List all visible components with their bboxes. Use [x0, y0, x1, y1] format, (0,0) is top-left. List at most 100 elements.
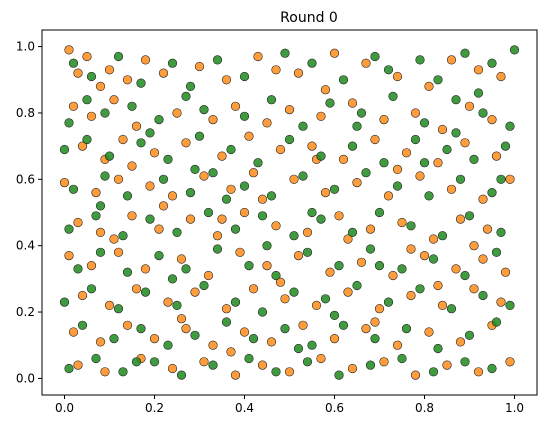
series-0-point-47 [401, 148, 412, 158]
series-1-point-72 [230, 224, 241, 234]
series-0-point-108 [374, 304, 385, 314]
series-1-point-138 [365, 360, 376, 370]
series-1-point-2 [113, 51, 124, 62]
series-1-point-152 [131, 357, 142, 367]
series-0-point-2 [82, 51, 92, 62]
series-0-point-31 [379, 114, 389, 125]
series-1-point-12 [383, 65, 394, 75]
series-0-point-15 [392, 71, 403, 82]
series-0-point-142 [505, 357, 515, 367]
series-0-point-35 [487, 114, 497, 125]
series-1-point-34 [505, 121, 515, 131]
series-0-point-90 [293, 251, 304, 261]
series-0-point-79 [428, 234, 439, 244]
series-0-point-121 [298, 320, 308, 330]
series-1-point-113 [77, 320, 88, 330]
data-points [59, 45, 520, 380]
series-0-point-109 [406, 290, 416, 301]
series-1-point-33 [478, 108, 488, 118]
series-0-point-141 [473, 367, 484, 377]
series-1-point-151 [473, 88, 484, 98]
series-1-point-156 [329, 310, 340, 321]
series-0-point-29 [316, 111, 326, 121]
series-1-point-115 [136, 324, 146, 334]
series-0-point-25 [208, 114, 218, 125]
series-0-point-27 [262, 118, 272, 128]
series-1-point-157 [496, 174, 506, 184]
series-0-point-64 [446, 184, 457, 194]
series-0-point-7 [158, 68, 169, 78]
series-1-point-148 [262, 241, 272, 251]
series-1-point-24 [199, 104, 209, 115]
series-0-point-107 [343, 287, 353, 297]
series-0-point-51 [59, 178, 70, 188]
series-1-point-135 [271, 367, 281, 377]
series-1-point-5 [185, 81, 196, 91]
series-1-point-121 [307, 340, 317, 350]
series-1-point-27 [298, 121, 308, 131]
series-1-point-153 [293, 343, 304, 354]
series-1-point-20 [100, 108, 110, 118]
series-1-point-26 [266, 95, 277, 105]
series-0-point-144 [158, 201, 169, 211]
y-tick-label-3: 0.6 [16, 172, 35, 186]
series-1-point-11 [370, 51, 380, 62]
series-1-point-55 [185, 188, 196, 198]
series-0-point-149 [406, 244, 416, 254]
series-0-point-156 [392, 164, 403, 174]
series-1-point-56 [208, 168, 218, 178]
series-1-point-71 [203, 207, 214, 218]
series-0-point-111 [469, 284, 479, 294]
series-1-point-154 [451, 128, 461, 138]
series-1-point-35 [59, 144, 70, 155]
series-0-point-94 [419, 251, 430, 261]
series-1-point-50 [500, 141, 511, 151]
series-1-point-141 [460, 357, 470, 367]
series-0-point-28 [284, 104, 295, 115]
series-1-point-92 [365, 244, 376, 254]
series-0-point-87 [203, 270, 214, 281]
series-0-point-155 [320, 85, 331, 95]
series-0-point-62 [383, 191, 394, 201]
series-1-point-46 [379, 158, 389, 168]
series-1-point-101 [172, 300, 182, 311]
series-1-point-70 [172, 227, 182, 237]
series-1-point-10 [338, 75, 349, 85]
series-1-point-57 [239, 181, 250, 191]
series-0-point-150 [176, 314, 187, 324]
series-1-point-96 [491, 247, 502, 257]
series-0-point-24 [172, 108, 182, 118]
series-0-point-20 [68, 101, 79, 111]
series-0-point-157 [469, 241, 479, 251]
x-tick-label-4: 0.8 [415, 401, 434, 415]
series-0-point-96 [478, 254, 488, 264]
series-1-point-87 [212, 244, 223, 254]
series-1-point-131 [149, 357, 160, 367]
series-0-point-68 [95, 227, 106, 237]
axes: 0.0 0.2 0.4 0.6 0.8 1.0 0.0 0.2 0.4 0.6 0.8 1.0 [16, 40, 524, 415]
series-0-point-83 [86, 261, 97, 271]
series-0-point-101 [163, 297, 173, 307]
series-0-point-58 [257, 194, 268, 204]
series-1-point-110 [446, 304, 457, 314]
series-1-point-147 [419, 158, 430, 168]
series-0-point-114 [95, 337, 106, 347]
series-1-point-16 [487, 58, 497, 68]
series-0-point-18 [473, 65, 484, 75]
series-1-point-104 [257, 307, 268, 317]
series-1-point-120 [280, 324, 290, 334]
series-1-point-117 [190, 330, 200, 340]
plot-frame [41, 29, 538, 396]
series-0-point-100 [131, 284, 142, 294]
series-1-point-79 [437, 231, 448, 241]
series-0-point-71 [185, 214, 196, 224]
series-0-point-38 [118, 134, 128, 145]
series-1-point-68 [118, 231, 128, 241]
series-1-point-60 [329, 184, 340, 194]
series-0-point-75 [302, 227, 313, 237]
series-0-point-26 [230, 101, 241, 111]
series-1-point-155 [190, 164, 200, 174]
series-1-point-136 [302, 357, 313, 367]
chart-title: Round 0 [280, 10, 338, 26]
y-tick-label-4: 0.8 [16, 106, 35, 120]
